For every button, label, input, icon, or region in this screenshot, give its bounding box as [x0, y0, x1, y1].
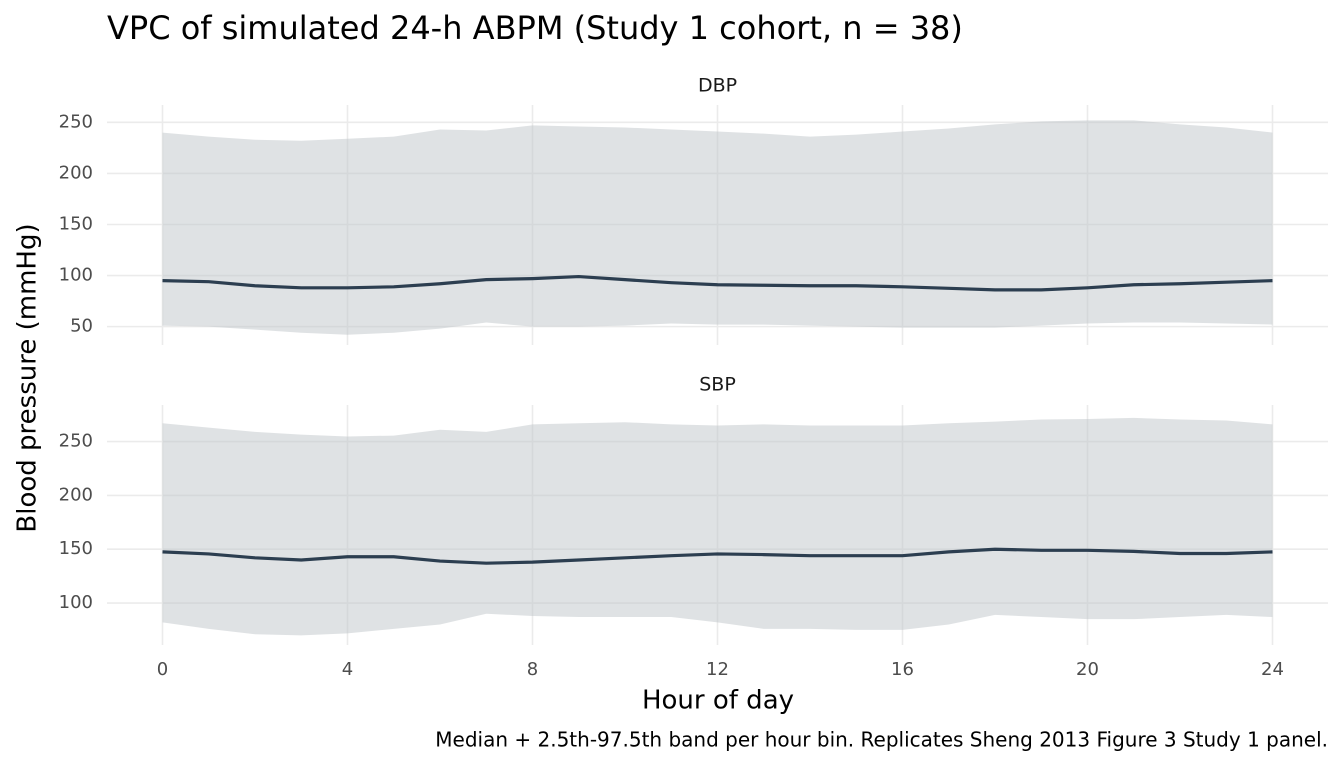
band: [162, 417, 1273, 636]
x-axis-label: Hour of day: [642, 686, 794, 716]
y-axis-label: Blood pressure (mmHg): [13, 223, 43, 532]
x-tick-label: 0: [157, 659, 168, 680]
x-tick-label: 4: [342, 659, 353, 680]
panel-title: DBP: [698, 75, 737, 97]
x-tick-label: 16: [891, 659, 914, 680]
y-tick-label: 150: [59, 538, 93, 559]
y-tick-label: 100: [59, 265, 93, 286]
y-tick-label: 200: [59, 484, 93, 505]
x-tick-label: 8: [527, 659, 538, 680]
y-tick-label: 150: [59, 213, 93, 234]
x-tick-label: 24: [1261, 659, 1284, 680]
median-line: [162, 274, 1273, 292]
y-tick-label: 200: [59, 162, 93, 183]
caption: Median + 2.5th-97.5th band per hour bin.…: [435, 728, 1328, 752]
y-tick-label: 250: [59, 431, 93, 452]
chart-title: VPC of simulated 24-h ABPM (Study 1 coho…: [107, 9, 963, 47]
y-tick-label: 100: [59, 592, 93, 613]
band: [162, 120, 1273, 335]
x-tick-label: 12: [706, 659, 729, 680]
x-tick-label: 20: [1076, 659, 1099, 680]
panel-title: SBP: [699, 374, 736, 396]
y-tick-label: 50: [70, 316, 93, 337]
median-line: [162, 547, 1273, 565]
y-tick-label: 250: [59, 111, 93, 132]
